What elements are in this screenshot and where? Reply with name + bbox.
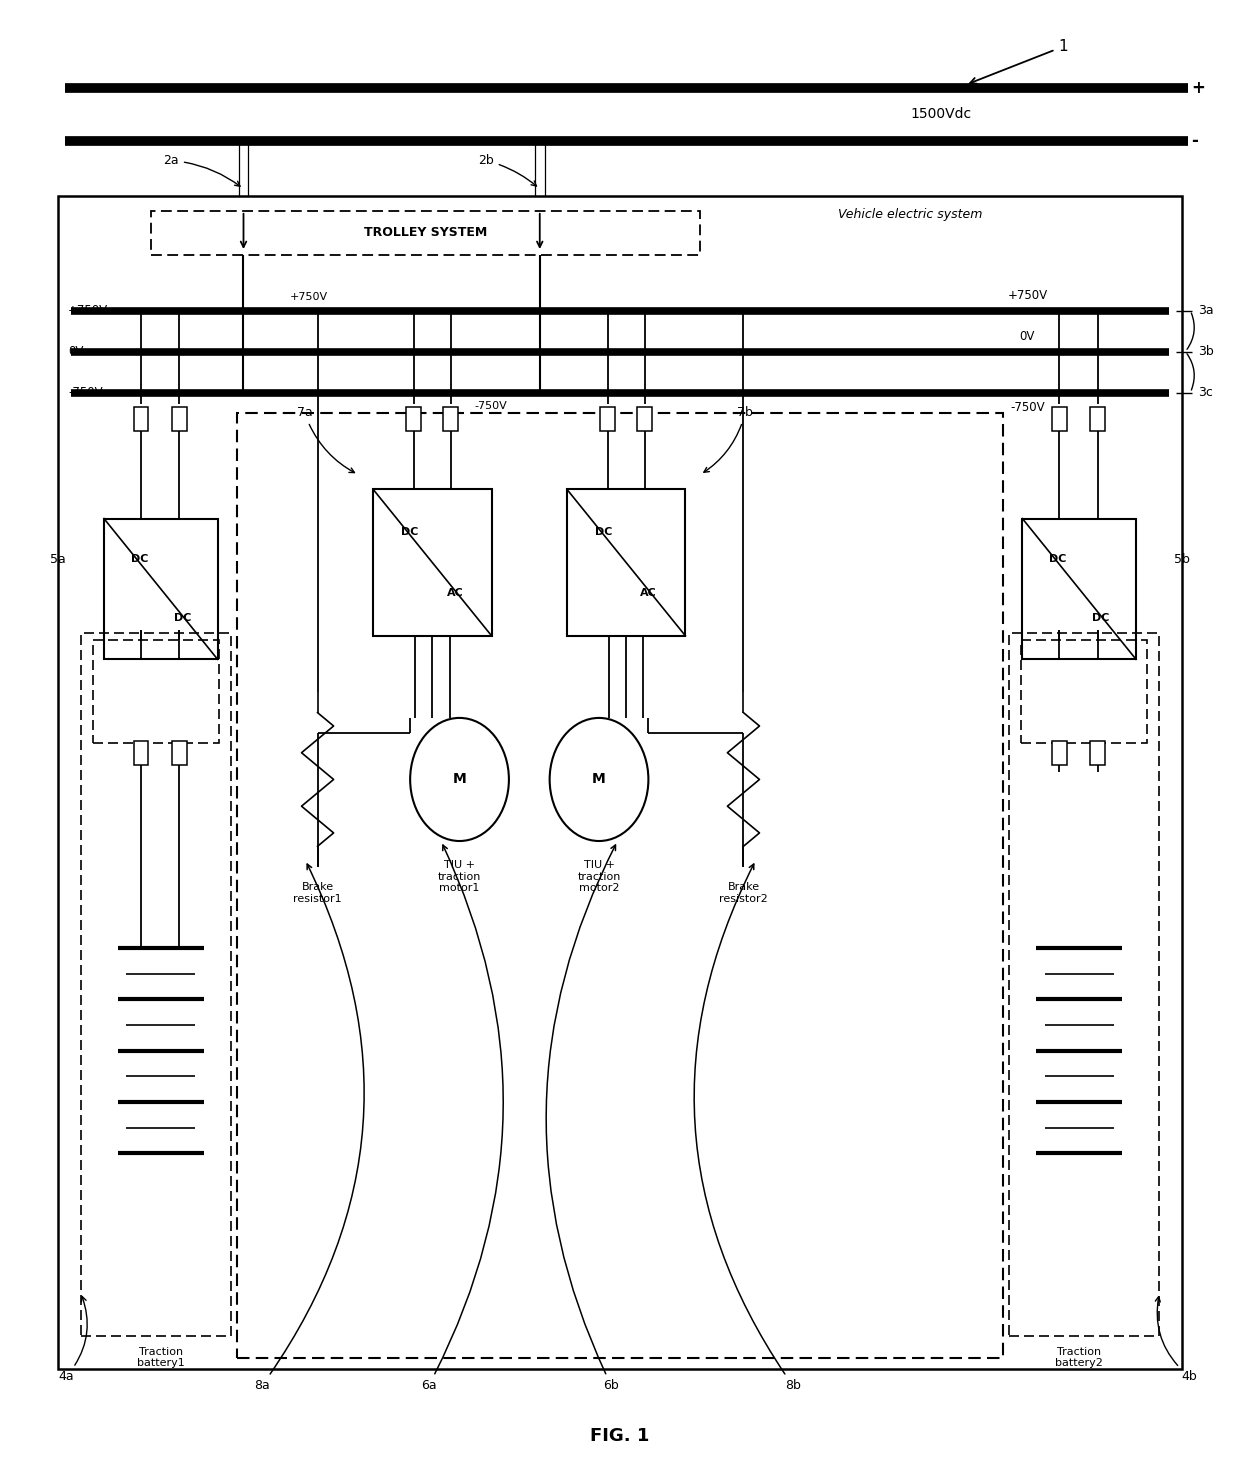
Polygon shape [172,741,187,765]
Text: +750V: +750V [1007,288,1048,302]
Text: 1: 1 [970,40,1068,84]
Polygon shape [1052,407,1066,431]
Text: FIG. 1: FIG. 1 [590,1427,650,1445]
Polygon shape [172,407,187,431]
Polygon shape [134,407,149,431]
Text: 5a: 5a [50,553,66,566]
Text: DC: DC [595,527,613,537]
Text: Traction
battery2: Traction battery2 [1055,1346,1104,1368]
Polygon shape [104,519,217,659]
Text: 6a: 6a [420,844,503,1392]
Text: 8b: 8b [694,863,801,1392]
Text: 2b: 2b [479,154,537,185]
Polygon shape [444,407,459,431]
Text: 4a: 4a [58,1296,87,1383]
Text: TIU +
traction
motor2: TIU + traction motor2 [578,861,621,893]
Text: +750V: +750V [290,291,329,302]
Text: DC: DC [130,555,148,565]
Text: +: + [1192,79,1205,97]
Text: DC: DC [1049,555,1066,565]
Text: 0V: 0V [68,346,83,357]
Polygon shape [567,490,686,635]
Text: -750V: -750V [474,402,507,412]
Text: Brake
resistor1: Brake resistor1 [293,883,342,903]
Text: -750V: -750V [1011,402,1044,415]
Text: DC: DC [1092,613,1110,624]
Text: DC: DC [402,527,419,537]
Text: Brake
resistor2: Brake resistor2 [719,883,768,903]
Ellipse shape [549,718,649,841]
Polygon shape [373,490,491,635]
Polygon shape [1090,741,1105,765]
Text: 6b: 6b [546,844,619,1392]
Text: 2a: 2a [164,154,241,187]
Text: 3b: 3b [1198,346,1214,357]
Polygon shape [1023,519,1136,659]
Polygon shape [1052,741,1066,765]
Text: 3a: 3a [1198,304,1214,318]
Text: TIU +
traction
motor1: TIU + traction motor1 [438,861,481,893]
Polygon shape [600,407,615,431]
Polygon shape [637,407,652,431]
Polygon shape [407,407,422,431]
Text: AC: AC [640,588,657,599]
Text: TROLLEY SYSTEM: TROLLEY SYSTEM [365,227,487,240]
Text: 5b: 5b [1174,553,1190,566]
Text: 0V: 0V [1019,330,1035,343]
Text: AC: AC [446,588,464,599]
Polygon shape [134,741,149,765]
Text: -750V: -750V [68,385,103,399]
Text: M: M [453,772,466,787]
Text: M: M [593,772,606,787]
Text: Traction
battery1: Traction battery1 [136,1346,185,1368]
Ellipse shape [410,718,508,841]
Text: 7b: 7b [704,406,753,472]
Text: +750V: +750V [68,304,108,318]
Text: 4b: 4b [1156,1296,1198,1383]
Text: -: - [1192,131,1198,150]
Text: DC: DC [174,613,191,624]
Text: Vehicle electric system: Vehicle electric system [838,207,982,221]
Text: 8a: 8a [254,863,365,1392]
Polygon shape [1090,407,1105,431]
Text: 3c: 3c [1198,385,1213,399]
Text: 1500Vdc: 1500Vdc [910,107,971,121]
Text: 7a: 7a [296,406,355,472]
